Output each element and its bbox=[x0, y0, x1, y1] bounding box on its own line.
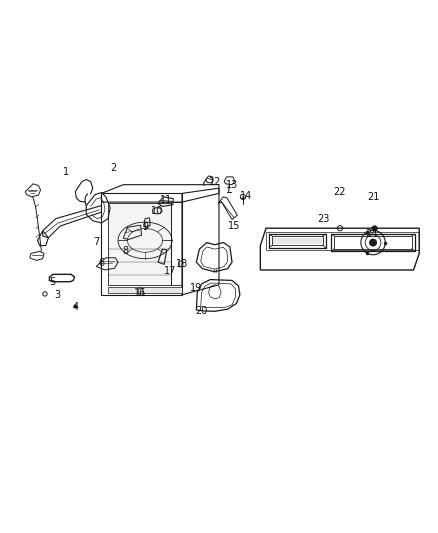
Text: 11: 11 bbox=[160, 196, 172, 205]
Text: 15: 15 bbox=[228, 221, 240, 231]
Text: 21: 21 bbox=[367, 192, 380, 202]
Text: 17: 17 bbox=[164, 266, 177, 276]
Text: 14: 14 bbox=[240, 191, 252, 201]
Text: 2: 2 bbox=[110, 163, 117, 173]
Circle shape bbox=[370, 239, 377, 246]
Text: 7: 7 bbox=[93, 237, 99, 247]
Text: 6: 6 bbox=[99, 258, 105, 268]
Text: 1: 1 bbox=[63, 167, 69, 176]
Text: 4: 4 bbox=[72, 302, 78, 312]
Text: 24: 24 bbox=[365, 229, 378, 239]
Text: 5: 5 bbox=[49, 277, 56, 287]
Text: 10: 10 bbox=[151, 206, 163, 216]
Polygon shape bbox=[108, 204, 171, 285]
Text: 20: 20 bbox=[195, 306, 208, 316]
Text: 8: 8 bbox=[122, 246, 128, 256]
Text: 13: 13 bbox=[226, 180, 238, 190]
Text: 3: 3 bbox=[54, 290, 60, 300]
Text: 22: 22 bbox=[334, 187, 346, 197]
Text: 9: 9 bbox=[142, 222, 148, 232]
Text: 18: 18 bbox=[177, 259, 189, 269]
Text: 23: 23 bbox=[317, 214, 330, 224]
Text: 12: 12 bbox=[208, 177, 221, 187]
Text: 19: 19 bbox=[190, 283, 202, 293]
Polygon shape bbox=[108, 287, 182, 294]
Text: 16: 16 bbox=[134, 288, 146, 297]
